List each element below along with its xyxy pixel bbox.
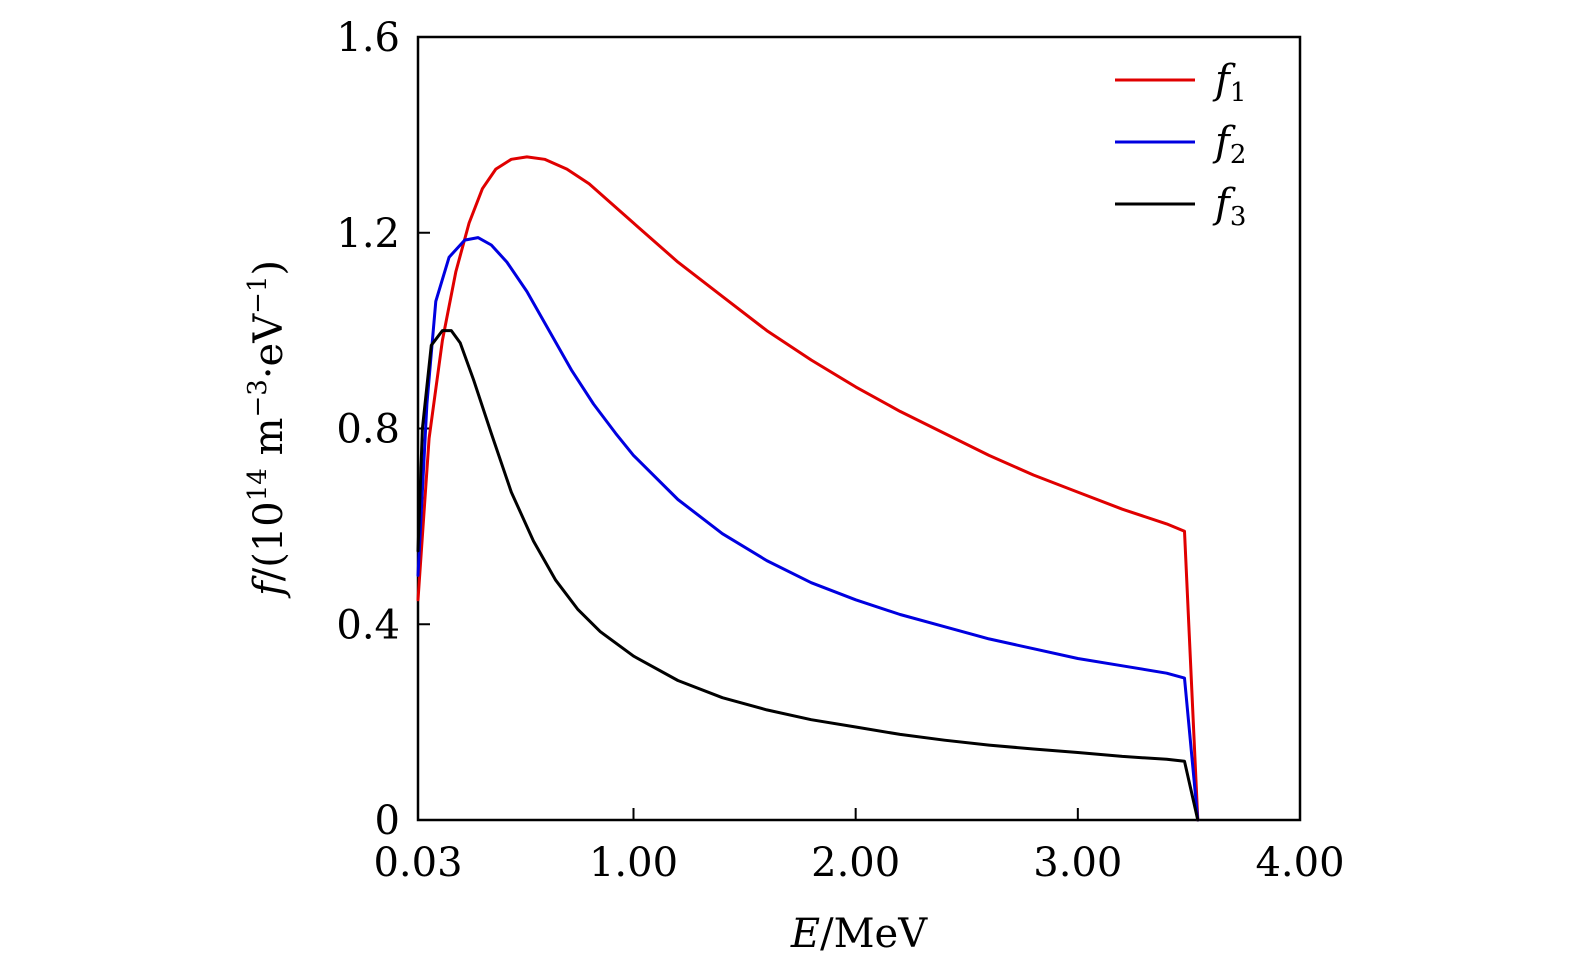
y-tick-label: 1.2 <box>336 211 400 257</box>
legend-label-f1: f1 <box>1212 57 1246 108</box>
legend: f1 f2 f3 <box>1115 57 1246 232</box>
x-tick-label: 0.03 <box>373 840 462 886</box>
legend-label-f3: f3 <box>1212 181 1246 232</box>
plot-frame <box>416 35 1302 822</box>
y-tick-label: 0.4 <box>336 602 400 648</box>
x-tick-label: 3.00 <box>1033 840 1122 886</box>
legend-label-f2: f2 <box>1212 119 1246 170</box>
x-axis-label: E/MeV <box>790 911 928 957</box>
x-tick-label: 1.00 <box>589 840 678 886</box>
series-line-f1 <box>416 155 1200 822</box>
series-line-f3 <box>416 329 1200 822</box>
series-lines <box>416 155 1200 822</box>
x-tick-label: 2.00 <box>811 840 900 886</box>
y-tick-label: 0 <box>375 798 400 844</box>
series-line-f2 <box>416 236 1200 822</box>
x-tick-label: 4.00 <box>1255 840 1344 886</box>
y-axis-ticks: 0 0.4 0.8 1.2 1.6 <box>336 15 430 844</box>
y-axis-label: f/(1014 m−3·eV−1) <box>243 260 292 599</box>
y-tick-label: 1.6 <box>336 15 400 61</box>
x-axis-ticks: 0.03 1.00 2.00 3.00 4.00 <box>373 808 1345 886</box>
y-tick-label: 0.8 <box>336 407 400 453</box>
